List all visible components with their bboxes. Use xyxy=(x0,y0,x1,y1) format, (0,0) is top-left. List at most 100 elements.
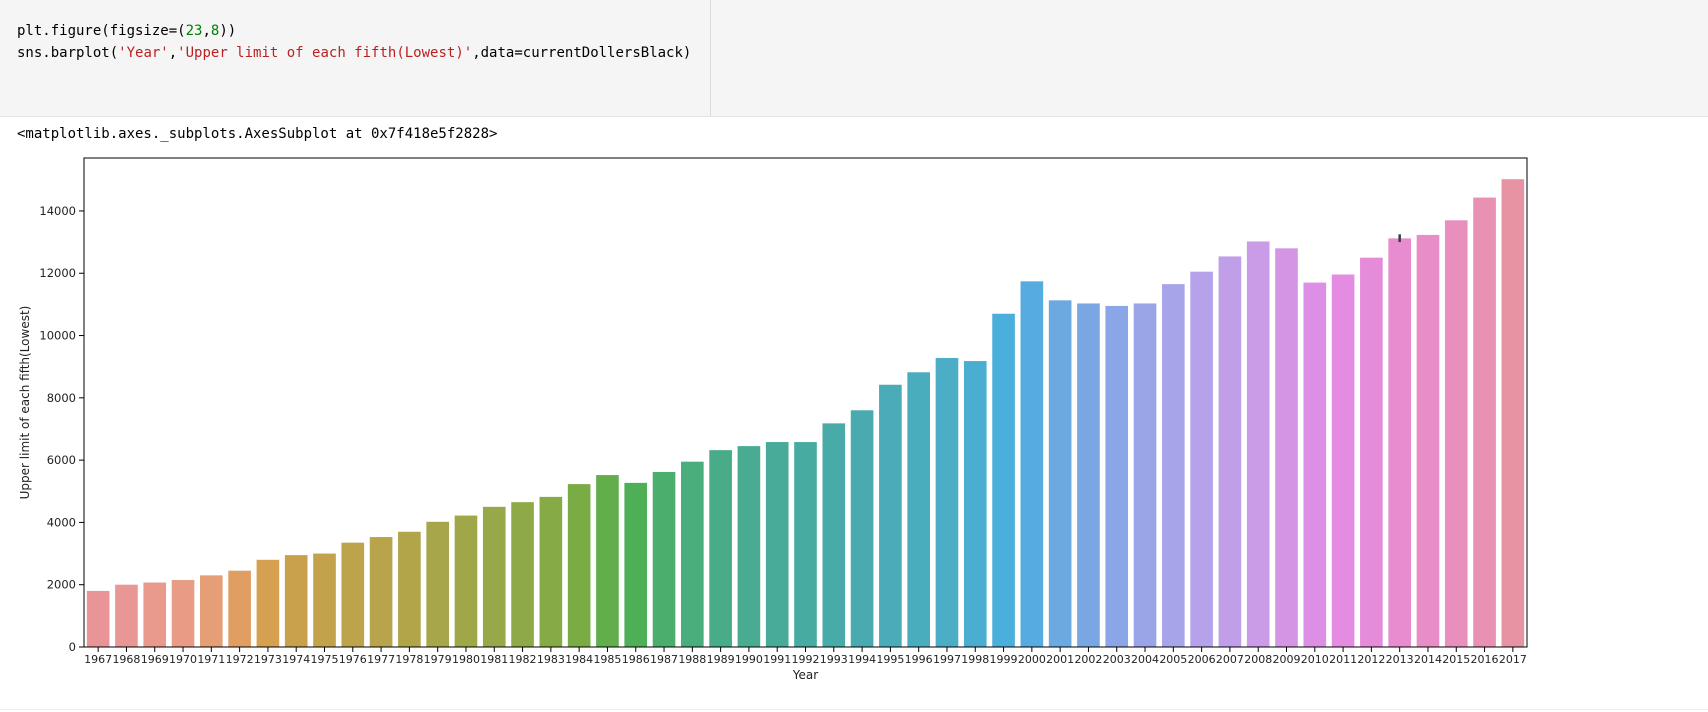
code-editor[interactable]: plt.figure(figsize=(23,8)) sns.barplot('… xyxy=(17,21,691,64)
bar-2016 xyxy=(1473,197,1496,648)
bar-1998 xyxy=(963,361,987,647)
bar-1968 xyxy=(115,584,138,647)
bar-1989 xyxy=(709,450,732,647)
code-token: , xyxy=(202,23,211,39)
bar-2011 xyxy=(1331,274,1355,647)
x-tick-label: 1975 xyxy=(311,653,339,666)
bar-1981 xyxy=(482,506,506,647)
bar-1997 xyxy=(935,357,959,647)
bar-1999 xyxy=(992,313,1015,647)
x-tick-label: 1971 xyxy=(197,653,225,666)
bar-1986 xyxy=(624,482,648,647)
y-tick-label: 12000 xyxy=(39,266,76,280)
x-tick-label: 1998 xyxy=(961,653,989,666)
x-tick-label: 2008 xyxy=(1244,653,1272,666)
bar-1995 xyxy=(879,384,902,647)
y-tick-label: 2000 xyxy=(47,578,76,592)
x-tick-label: 2002 xyxy=(1074,653,1102,666)
x-tick-label: 2013 xyxy=(1386,653,1414,666)
y-tick-label: 0 xyxy=(69,640,76,654)
code-number: 23 xyxy=(185,23,203,39)
x-tick-label: 2011 xyxy=(1329,653,1357,666)
x-tick-label: 1981 xyxy=(480,653,508,666)
bar-1976 xyxy=(341,542,365,647)
code-input-cell[interactable]: plt.figure(figsize=(23,8)) sns.barplot('… xyxy=(0,0,1708,117)
bar-1971 xyxy=(200,575,223,647)
cell-bottom-rule xyxy=(0,709,1708,710)
bar-1996 xyxy=(907,372,930,647)
y-axis-label: Upper limit of each fifth(Lowest) xyxy=(18,306,32,500)
x-tick-label: 2012 xyxy=(1357,653,1385,666)
bar-1982 xyxy=(511,502,534,647)
bar-1994 xyxy=(850,410,874,647)
x-tick-label: 2010 xyxy=(1301,653,1329,666)
x-tick-label: 1982 xyxy=(509,653,537,666)
code-string: 'Year' xyxy=(118,44,169,61)
x-tick-label: 2009 xyxy=(1273,653,1301,666)
bar-2014 xyxy=(1416,234,1440,647)
x-tick-label: 1967 xyxy=(84,653,112,666)
y-tick-label: 10000 xyxy=(39,329,76,343)
bar-1990 xyxy=(737,446,761,647)
bar-1969 xyxy=(143,582,167,647)
bar-1988 xyxy=(681,461,704,647)
bar-2004 xyxy=(1133,303,1157,647)
bar-2008 xyxy=(1246,241,1270,648)
x-tick-label: 1980 xyxy=(452,653,480,666)
x-tick-label: 1983 xyxy=(537,653,565,666)
x-tick-label: 1989 xyxy=(707,653,735,666)
bar-1967 xyxy=(86,590,110,647)
bar-chart: 0 2000 4000 6000 8000 10000 12000 14000 1967 1968… xyxy=(18,157,1528,682)
bar-2015 xyxy=(1444,220,1468,647)
bar-1991 xyxy=(765,442,789,647)
x-tick-label: 1978 xyxy=(395,653,423,666)
x-tick-label: 1968 xyxy=(112,653,140,666)
code-token: , xyxy=(168,44,178,61)
plot-frame xyxy=(83,157,1528,648)
x-tick-label: 1970 xyxy=(169,653,197,666)
x-tick-label: 2014 xyxy=(1414,653,1442,666)
x-tick-label: 2007 xyxy=(1216,653,1244,666)
bar-1979 xyxy=(426,521,449,647)
output-repr-text: <matplotlib.axes._subplots.AxesSubplot a… xyxy=(17,126,498,142)
code-token: )) xyxy=(219,23,237,39)
code-line-2: sns.barplot('Year','Upper limit of each … xyxy=(17,45,691,61)
bar-1984 xyxy=(567,484,591,647)
code-token: sns.barplot( xyxy=(17,44,119,61)
bar-1977 xyxy=(369,537,393,647)
x-tick-label: 1995 xyxy=(876,653,904,666)
x-tick-label: 1991 xyxy=(763,653,791,666)
bar-2002 xyxy=(1077,303,1100,647)
x-tick-label: 1996 xyxy=(905,653,933,666)
code-number: 8 xyxy=(210,23,220,39)
code-line-1: plt.figure(figsize=(23,8)) xyxy=(17,23,236,39)
bar-2000 xyxy=(1020,281,1044,647)
x-tick-label: 1973 xyxy=(254,653,282,666)
bar-2003 xyxy=(1105,305,1129,647)
y-tick-label: 4000 xyxy=(47,515,76,529)
x-tick-label: 1969 xyxy=(141,653,169,666)
x-tick-label: 2001 xyxy=(1046,653,1074,666)
bar-1973 xyxy=(256,559,280,647)
x-tick-label: 1988 xyxy=(678,653,706,666)
bar-1978 xyxy=(398,531,421,647)
x-tick-label: 2006 xyxy=(1188,653,1216,666)
x-tick-label: 1979 xyxy=(424,653,452,666)
y-tick-label: 8000 xyxy=(47,391,76,405)
x-tick-label: 1990 xyxy=(735,653,763,666)
x-tick-label: 2017 xyxy=(1499,653,1527,666)
bar-1992 xyxy=(794,442,817,647)
x-tick-label: 1986 xyxy=(622,653,650,666)
x-tick-label: 1993 xyxy=(820,653,848,666)
x-tick-label: 1994 xyxy=(848,653,876,666)
x-tick-label: 1992 xyxy=(792,653,820,666)
x-tick-label: 1997 xyxy=(933,653,961,666)
x-tick-label: 1976 xyxy=(339,653,367,666)
x-tick-label: 2004 xyxy=(1131,653,1159,666)
x-tick-label: 1985 xyxy=(593,653,621,666)
bar-1970 xyxy=(171,580,195,647)
cell-divider xyxy=(710,0,711,116)
bar-1985 xyxy=(596,475,619,647)
bar-2007 xyxy=(1218,256,1242,647)
x-tick-label: 1999 xyxy=(990,653,1018,666)
